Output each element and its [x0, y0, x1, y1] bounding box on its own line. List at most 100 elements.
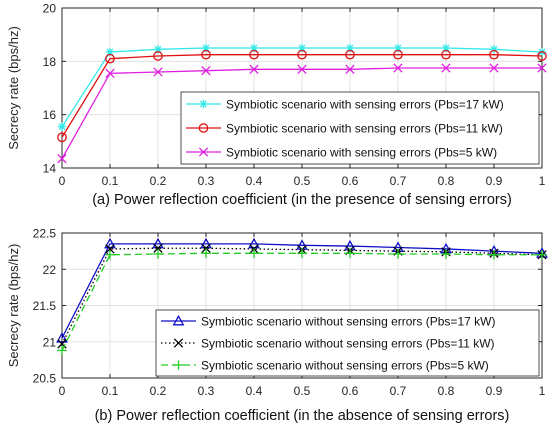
data-point — [537, 249, 547, 260]
data-point — [297, 43, 307, 53]
data-point — [249, 43, 259, 53]
data-point — [393, 249, 403, 259]
y-tick-label: 22.5 — [33, 227, 57, 241]
x-tick-label: 0.1 — [102, 174, 119, 188]
data-point — [248, 237, 260, 249]
series — [57, 49, 547, 143]
legend-box — [155, 309, 540, 377]
data-point — [393, 63, 403, 73]
x-tick-label: 0.9 — [486, 384, 503, 398]
series-line — [61, 54, 543, 138]
data-point — [393, 49, 403, 60]
data-point — [441, 49, 451, 60]
y-axis-label: Secrecy rate (bps/hz) — [6, 26, 21, 150]
data-point — [297, 248, 307, 259]
data-point — [173, 360, 184, 370]
x-tick-label: 0.1 — [102, 384, 119, 398]
x-tick-label: 0 — [59, 174, 66, 188]
y-tick-label: 16 — [43, 108, 57, 122]
data-point — [153, 51, 163, 61]
y-tick-label: 21.5 — [33, 299, 57, 313]
data-point — [199, 99, 208, 109]
data-point — [345, 43, 355, 53]
data-point — [201, 49, 211, 60]
panel-b: 0 0.1 0.2 0.3 0.4 0.5 0.6 0.7 0.8 0.9 1 20.5 21 21.5 2… — [6, 227, 548, 424]
data-point — [104, 237, 116, 249]
data-point — [105, 244, 115, 254]
data-point — [153, 249, 163, 259]
x-axis-label: (b) Power reflection coefficient (in the… — [95, 408, 510, 424]
data-point — [201, 243, 211, 253]
data-point — [441, 249, 451, 259]
y-tick-label: 22 — [43, 263, 57, 277]
y-tick-label: 18 — [43, 55, 57, 69]
legend: Symbiotic scenario without sensing error… — [155, 309, 540, 377]
data-point — [249, 248, 259, 259]
data-point — [173, 338, 184, 348]
data-point — [201, 248, 211, 259]
legend-label: Symbiotic scenario with sensing errors (… — [226, 97, 504, 111]
legend: Symbiotic scenario with sensing errors (… — [180, 91, 540, 165]
x-tick-label: 0.2 — [150, 384, 167, 398]
data-point — [153, 45, 163, 54]
data-point — [56, 331, 68, 343]
x-tick-label: 0.8 — [438, 384, 455, 398]
x-tick-label: 1 — [539, 174, 546, 188]
series-line — [61, 243, 543, 339]
data-point — [198, 123, 209, 133]
data-point — [537, 63, 547, 73]
data-point — [57, 345, 67, 356]
data-point — [441, 43, 451, 53]
x-axis-label: (a) Power reflection coefficient (in the… — [92, 192, 512, 208]
x-tick-label: 0.6 — [342, 174, 359, 188]
data-point — [297, 49, 307, 60]
x-tick-label: 0.7 — [390, 174, 407, 188]
data-point — [57, 154, 67, 164]
data-point — [57, 122, 67, 131]
x-tick-label: 0.9 — [486, 174, 503, 188]
data-point — [105, 47, 115, 57]
x-tick-label: 0.4 — [246, 174, 263, 188]
data-point — [153, 67, 163, 77]
x-tick-label: 0.8 — [438, 174, 455, 188]
legend-label: Symbiotic scenario without sensing error… — [201, 336, 495, 350]
legend-label: Symbiotic scenario without sensing error… — [201, 314, 495, 328]
legend-label: Symbiotic scenario with sensing errors (… — [226, 145, 497, 159]
data-point — [105, 53, 115, 64]
y-axis-label: Secrecy rate (bps/hz) — [6, 244, 21, 368]
data-point — [489, 249, 499, 260]
x-tick-label: 0 — [59, 384, 66, 398]
series — [57, 248, 547, 356]
data-point — [249, 49, 259, 60]
legend-box — [180, 91, 540, 165]
x-tick-label: 0.3 — [198, 384, 215, 398]
data-point — [172, 314, 185, 326]
data-point — [345, 49, 355, 60]
data-point — [201, 43, 211, 53]
x-tick-label: 0.4 — [246, 384, 263, 398]
data-point — [489, 45, 499, 54]
data-point — [105, 249, 115, 260]
x-tick-label: 0.7 — [390, 384, 407, 398]
x-tick-label: 0.6 — [342, 384, 359, 398]
x-tick-label: 1 — [539, 384, 546, 398]
data-point — [57, 339, 67, 349]
y-tick-label: 14 — [43, 162, 57, 176]
x-tick-label: 0.5 — [294, 384, 311, 398]
data-point — [198, 147, 209, 157]
data-point — [489, 63, 499, 73]
y-tick-label: 20 — [43, 2, 57, 16]
x-tick-label: 0.3 — [198, 174, 215, 188]
data-point — [57, 132, 67, 143]
legend-label: Symbiotic scenario with sensing errors (… — [226, 121, 503, 135]
series — [57, 63, 547, 164]
data-point — [345, 248, 355, 259]
data-point — [297, 64, 307, 74]
data-point — [249, 64, 259, 74]
panel-a: 0 0.1 0.2 0.3 0.4 0.5 0.6 0.7 0.8 0.9 1 14 16 18 20 Sec… — [6, 2, 547, 208]
data-point — [201, 66, 211, 76]
data-point — [441, 63, 451, 73]
data-point — [105, 68, 115, 78]
data-point — [345, 64, 355, 74]
data-point — [537, 51, 547, 61]
